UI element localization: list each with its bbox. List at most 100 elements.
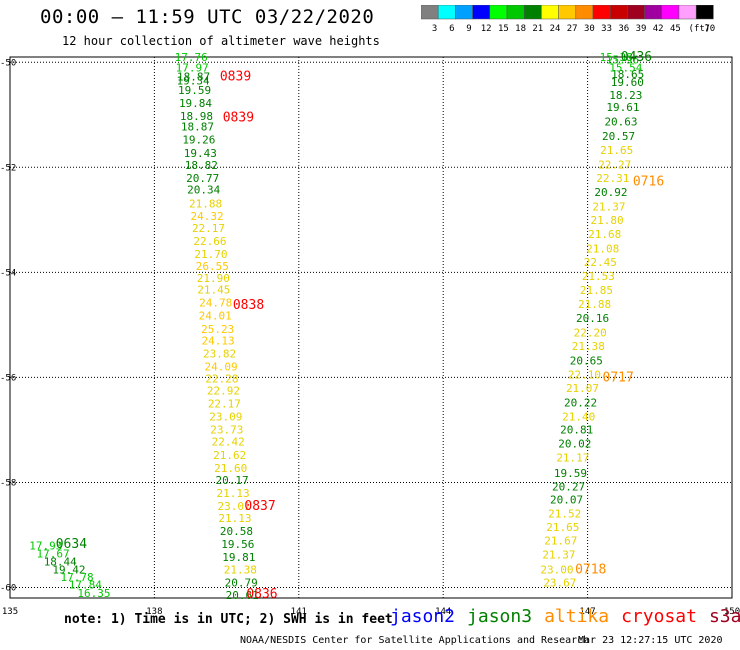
wave-height-value: 20.02 — [558, 437, 591, 450]
color-scale-label: 39 — [636, 24, 647, 34]
satellite-legend-cryosat: cryosat — [621, 606, 697, 627]
color-scale-label: 18 — [515, 24, 526, 34]
wave-height-value: 21.38 — [224, 563, 257, 576]
wave-height-value: 19.84 — [179, 97, 212, 110]
wave-height-value: 20.58 — [220, 525, 253, 538]
wave-height-value: 21.07 — [566, 382, 599, 395]
wave-height-value: 21.65 — [600, 144, 633, 157]
y-tick-label: -58 — [0, 478, 16, 488]
wave-height-value: 17.93 — [29, 540, 62, 553]
color-scale-label: 21 — [532, 24, 543, 34]
wave-height-value: 21.37 — [592, 200, 625, 213]
color-scale-unit: (ft) — [689, 24, 711, 34]
wave-height-value: 15.96 — [606, 53, 639, 66]
wave-height-value: 21.88 — [578, 298, 611, 311]
wave-height-value: 21.08 — [586, 242, 619, 255]
wave-height-value: 18.23 — [609, 89, 642, 102]
wave-height-value: 21.13 — [218, 512, 251, 525]
wave-height-value: 20.79 — [225, 576, 258, 589]
wave-height-value: 18.82 — [185, 159, 218, 172]
color-scale-label: 15 — [498, 24, 509, 34]
pass-time-label: 0716 — [633, 175, 664, 190]
wave-height-value: 21.45 — [197, 283, 230, 296]
wave-height-value: 22.27 — [598, 158, 631, 171]
color-scale-label: 12 — [481, 24, 492, 34]
wave-height-value: 22.66 — [193, 235, 226, 248]
wave-height-value: 21.53 — [582, 270, 615, 283]
wave-height-value: 19.61 — [606, 101, 639, 114]
wave-height-value: 19.26 — [182, 134, 215, 147]
color-scale-label: 42 — [653, 24, 664, 34]
color-swatch — [695, 5, 714, 20]
wave-height-value: 22.45 — [584, 256, 617, 269]
wave-height-value: 20.92 — [594, 186, 627, 199]
wave-height-value: 19.34 — [177, 74, 210, 87]
color-scale-label: 70 — [704, 24, 715, 34]
wave-height-value: 21.62 — [213, 449, 246, 462]
satellite-legend: jason2 jason3 altika cryosat s3a — [390, 606, 740, 627]
wave-height-value: 21.65 — [546, 521, 579, 534]
timestamp-text: Mar 23 12:27:15 UTC 2020 — [578, 635, 723, 646]
x-tick-label: 135 — [2, 607, 18, 617]
wave-height-value: 23.00 — [540, 563, 573, 576]
wave-height-value: 21.37 — [542, 549, 575, 562]
wave-height-value: 24.13 — [202, 334, 235, 347]
credit-text: NOAA/NESDIS Center for Satellite Applica… — [240, 635, 590, 646]
wave-height-value: 23.82 — [203, 347, 236, 360]
wave-height-value: 21.52 — [548, 508, 581, 521]
y-tick-label: -54 — [0, 268, 16, 278]
page-title: 00:00 – 11:59 UTC 03/22/2020 — [40, 6, 375, 28]
wave-height-value: 22.17 — [208, 397, 241, 410]
wave-height-value: 20.61 — [226, 589, 259, 602]
wave-height-value: 18.65 — [611, 68, 644, 81]
pass-time-label: 0839 — [223, 111, 254, 126]
wave-height-value: 20.16 — [576, 312, 609, 325]
wave-height-value: 18.98 — [180, 110, 213, 123]
wave-height-value: 19.42 — [52, 563, 85, 576]
wave-height-value: 19.43 — [184, 147, 217, 160]
wave-height-value: 21.67 — [544, 534, 577, 547]
pass-time-label: 0836 — [246, 587, 277, 602]
pass-time-label: 0839 — [220, 70, 251, 85]
wave-height-value: 23.67 — [543, 576, 576, 589]
footer-note: note: 1) Time is in UTC; 2) SWH is in fe… — [64, 612, 393, 627]
pass-time-label: 0718 — [575, 562, 606, 577]
wave-height-value: 20.65 — [570, 354, 603, 367]
wave-height-value: 22.17 — [192, 222, 225, 235]
pass-time-label: 0838 — [233, 298, 264, 313]
wave-height-value: 19.81 — [222, 551, 255, 564]
wave-height-value: 18.87 — [181, 121, 214, 134]
wave-height-value: 22.20 — [574, 326, 607, 339]
y-tick-label: -50 — [0, 58, 16, 68]
wave-height-value: 24.78 — [199, 296, 232, 309]
pass-time-label: 0634 — [56, 537, 87, 552]
wave-height-value: 19.56 — [221, 538, 254, 551]
color-scale-label: 30 — [584, 24, 595, 34]
satellite-legend-jason2: jason2 — [390, 606, 456, 627]
wave-height-value: 23.01 — [217, 500, 250, 513]
x-tick-label: 138 — [146, 607, 162, 617]
wave-height-value: 15.54 — [609, 62, 642, 75]
wave-height-value: 15.38 — [600, 51, 633, 64]
wave-height-value: 22.42 — [212, 436, 245, 449]
wave-height-value: 24.09 — [204, 361, 237, 374]
wave-height-value: 24.01 — [199, 310, 232, 323]
wave-height-value: 21.38 — [572, 340, 605, 353]
x-tick-label: 147 — [579, 607, 595, 617]
wave-height-value: 21.13 — [216, 487, 249, 500]
wave-height-value: 21.68 — [588, 228, 621, 241]
wave-height-value: 21.88 — [189, 198, 222, 211]
wave-height-value: 22.28 — [205, 373, 238, 386]
wave-height-value: 23.73 — [210, 424, 243, 437]
wave-height-color-scale: 3 6 9 12 15 18 21 24 27 30 33 36 39 42 45 70(ft) — [421, 5, 715, 34]
color-scale-label: 3 — [432, 24, 437, 34]
wave-height-value: 26.55 — [196, 260, 229, 273]
wave-height-value: 21.40 — [562, 410, 595, 423]
satellite-legend-altika: altika — [544, 606, 610, 627]
wave-height-value: 17.67 — [36, 548, 69, 561]
satellite-legend-s3a: s3a — [708, 606, 740, 627]
wave-height-value: 20.81 — [560, 424, 593, 437]
pass-time-label: 0436 — [621, 50, 652, 65]
wave-height-value: 19.59 — [178, 84, 211, 97]
